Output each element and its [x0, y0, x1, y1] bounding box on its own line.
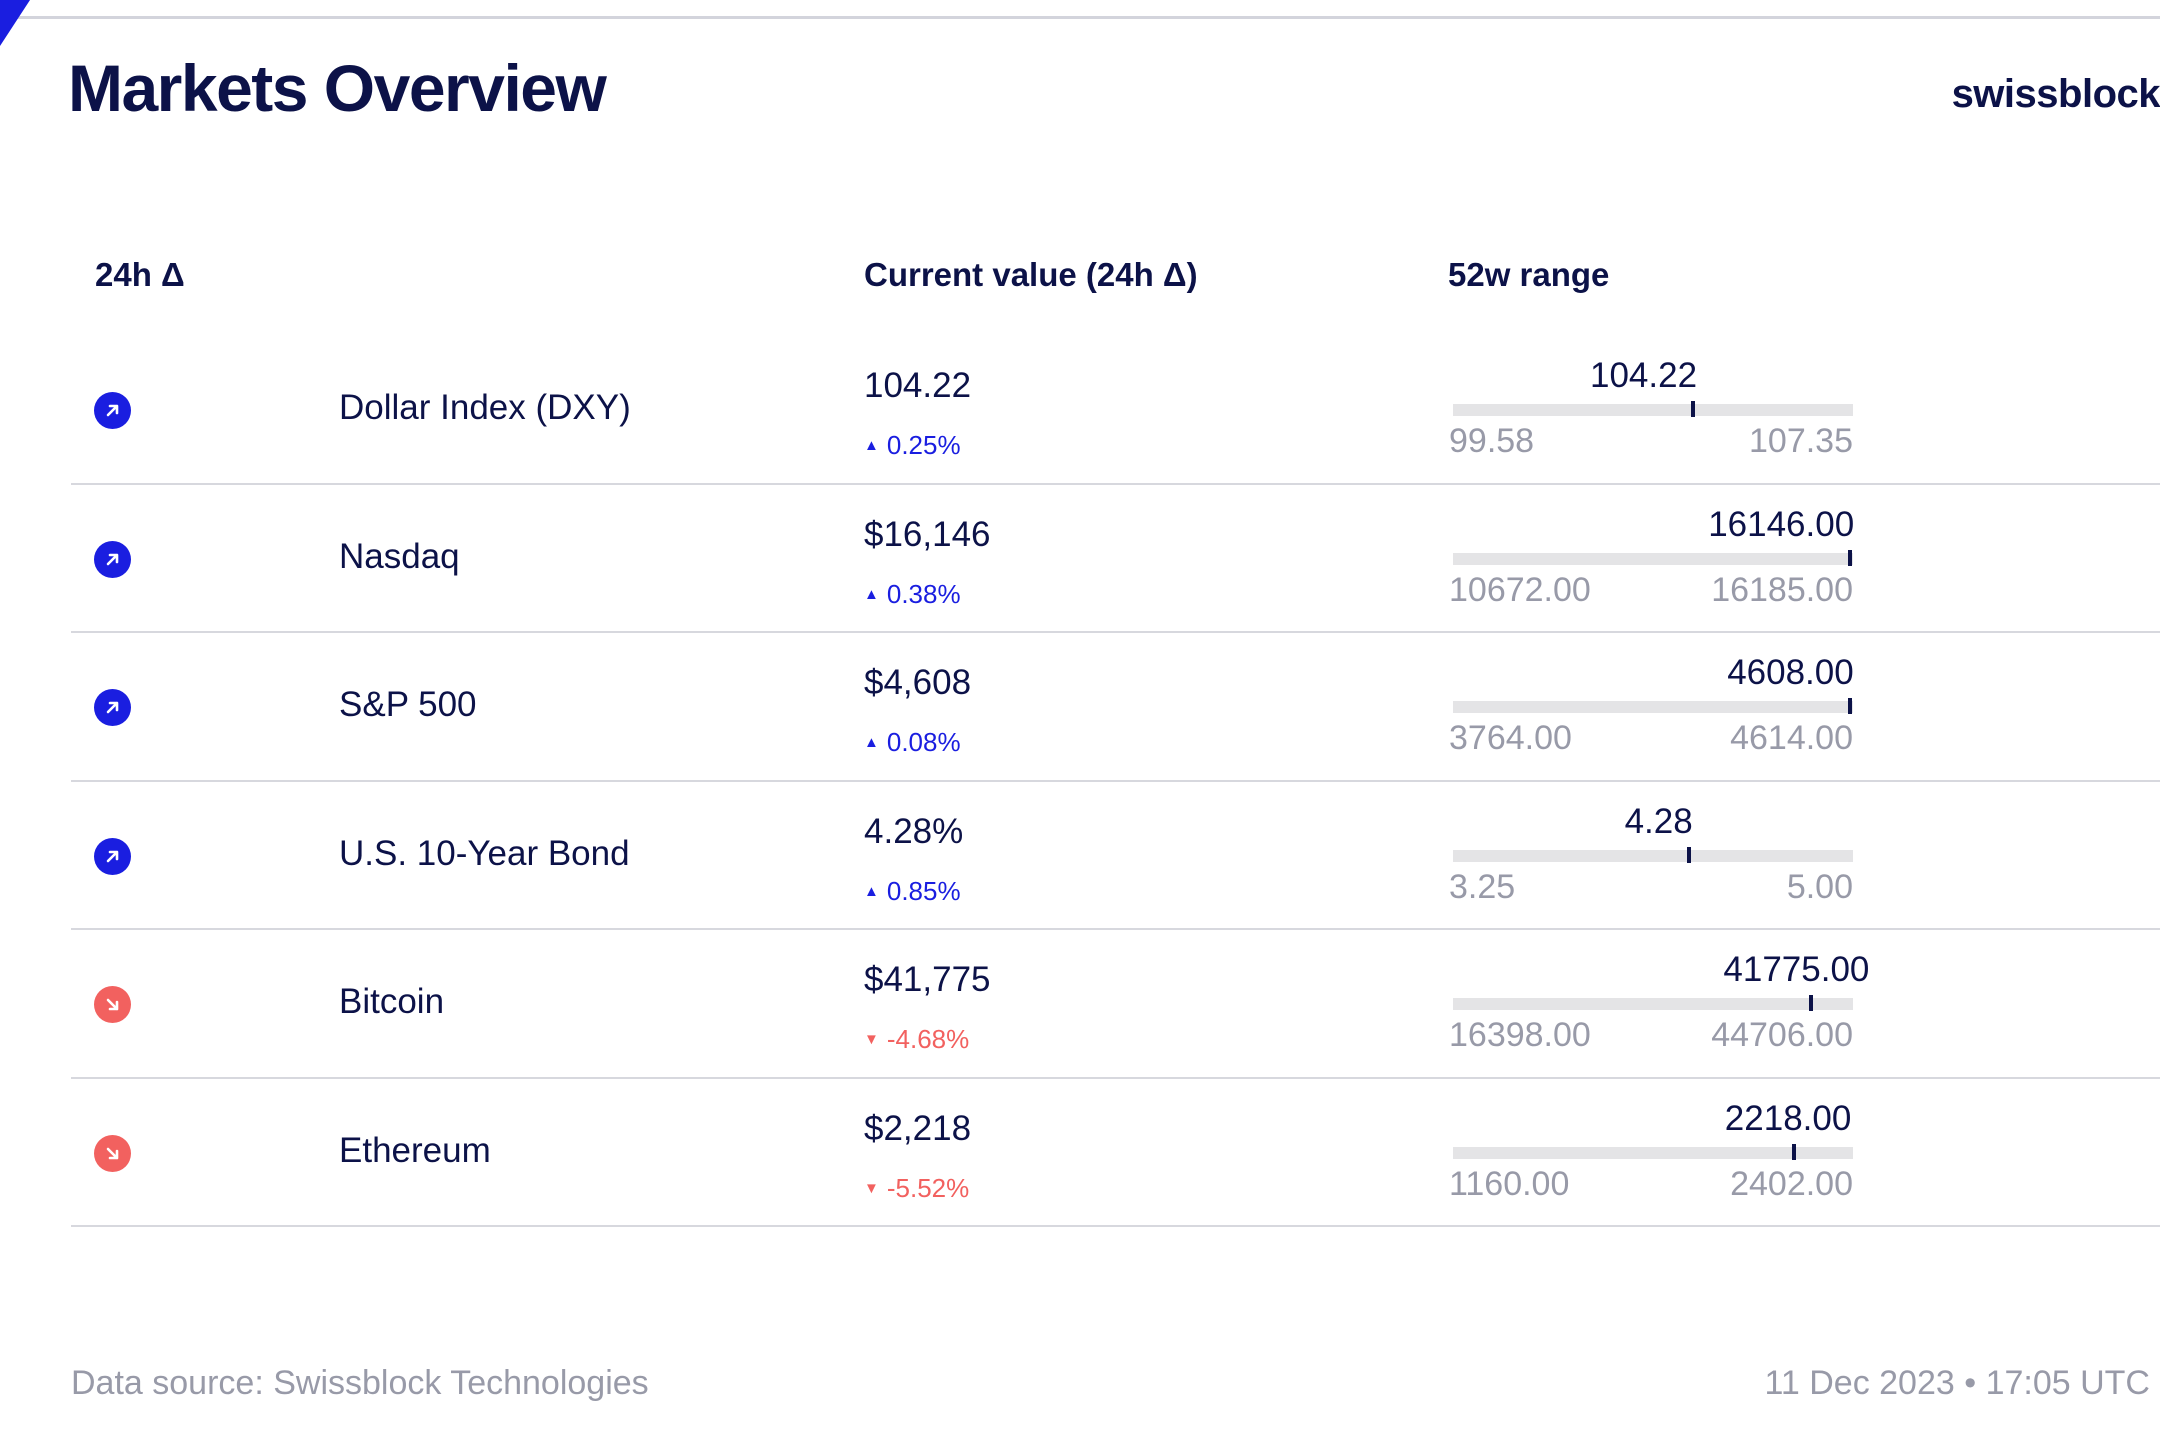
asset-name: U.S. 10-Year Bond	[339, 833, 630, 873]
triangle-down-icon: ▼	[864, 1031, 879, 1048]
range-min: 3.25	[1449, 867, 1516, 906]
markets-table: Dollar Index (DXY) 104.22 ▲ 0.25% 104.22…	[71, 336, 2160, 1227]
range-marker	[1848, 698, 1853, 714]
corner-accent	[0, 0, 30, 46]
table-row: Ethereum $2,218 ▼ -5.52% 2218.00 1160.00…	[71, 1079, 2160, 1227]
column-header-current-value: Current value (24h Δ)	[864, 256, 1198, 293]
current-value: 4.28%	[864, 811, 964, 851]
arrow-down-right-icon	[94, 986, 131, 1023]
change-percent: ▼ -4.68%	[864, 1024, 969, 1055]
change-percent: ▲ 0.85%	[864, 876, 961, 907]
range-bar	[1453, 846, 1853, 863]
range-min: 1160.00	[1449, 1164, 1570, 1203]
range-current-value: 4.28	[1624, 801, 1693, 841]
range-marker	[1686, 846, 1691, 863]
arrow-up-right-icon	[94, 689, 131, 726]
arrow-down-right-icon	[94, 1134, 131, 1172]
range-max: 2402.00	[1730, 1164, 1853, 1203]
change-value: 0.38%	[886, 578, 961, 609]
range-current-value: 16146.00	[1708, 504, 1855, 544]
change-percent: ▲ 0.38%	[864, 579, 961, 610]
range-bar	[1453, 995, 1853, 1011]
change-value: 0.85%	[886, 875, 961, 906]
range-marker	[1791, 1143, 1796, 1160]
data-source: Data source: Swissblock Technologies	[71, 1364, 649, 1402]
table-row: U.S. 10-Year Bond 4.28% ▲ 0.85% 4.28 3.2…	[71, 782, 2160, 930]
current-value: $41,775	[864, 960, 991, 999]
range-bar	[1453, 549, 1853, 566]
current-value: $4,608	[864, 663, 972, 702]
change-value: 0.08%	[886, 727, 961, 757]
page-title: Markets Overview	[68, 51, 607, 125]
range-min: 16398.00	[1449, 1016, 1591, 1054]
current-value: $16,146	[864, 514, 991, 554]
range-max: 5.00	[1786, 867, 1853, 906]
arrow-up-right-icon	[94, 540, 131, 578]
asset-name: Ethereum	[339, 1130, 491, 1170]
change-percent: ▼ -5.52%	[864, 1173, 969, 1204]
range-max: 16185.00	[1711, 570, 1853, 609]
change-value: -5.52%	[886, 1172, 970, 1203]
triangle-up-icon: ▲	[864, 734, 879, 751]
column-header-52w-range: 52w range	[1448, 256, 1610, 293]
table-row: Bitcoin $41,775 ▼ -4.68% 41775.00 16398.…	[71, 930, 2160, 1079]
triangle-up-icon: ▲	[864, 437, 879, 454]
range-bar	[1453, 1143, 1853, 1160]
asset-name: Nasdaq	[339, 536, 460, 576]
range-current-value: 41775.00	[1723, 950, 1870, 989]
table-row: Dollar Index (DXY) 104.22 ▲ 0.25% 104.22…	[71, 336, 2160, 485]
triangle-up-icon: ▲	[864, 882, 879, 900]
range-max: 44706.00	[1711, 1016, 1853, 1054]
table-row: S&P 500 $4,608 ▲ 0.08% 4608.00 3764.00 4…	[71, 633, 2160, 782]
current-value: $2,218	[864, 1108, 972, 1148]
brand-logo: swissblock	[1951, 72, 2160, 116]
range-current-value: 104.22	[1590, 356, 1698, 395]
asset-name: S&P 500	[339, 685, 477, 724]
range-min: 99.58	[1449, 422, 1535, 460]
range-bar	[1453, 698, 1853, 714]
current-value: 104.22	[864, 366, 972, 405]
range-max: 4614.00	[1730, 719, 1853, 757]
range-current-value: 4608.00	[1727, 653, 1854, 692]
top-divider	[0, 16, 2160, 19]
change-percent: ▲ 0.25%	[864, 430, 961, 461]
change-value: -4.68%	[886, 1024, 970, 1054]
asset-name: Dollar Index (DXY)	[339, 388, 631, 427]
range-bar	[1453, 401, 1853, 417]
range-min: 10672.00	[1449, 570, 1591, 609]
table-row: Nasdaq $16,146 ▲ 0.38% 16146.00 10672.00…	[71, 485, 2160, 633]
change-percent: ▲ 0.08%	[864, 727, 961, 758]
range-current-value: 2218.00	[1724, 1098, 1852, 1138]
range-marker	[1809, 995, 1814, 1011]
triangle-up-icon: ▲	[864, 585, 879, 603]
asset-name: Bitcoin	[339, 982, 445, 1021]
arrow-up-right-icon	[94, 392, 131, 429]
triangle-down-icon: ▼	[864, 1179, 879, 1197]
timestamp: 11 Dec 2023 • 17:05 UTC	[1764, 1364, 2151, 1402]
column-header-delta: 24h Δ	[95, 256, 185, 293]
range-min: 3764.00	[1449, 719, 1572, 757]
range-marker	[1691, 401, 1695, 417]
change-value: 0.25%	[886, 430, 961, 460]
arrow-up-right-icon	[94, 837, 131, 875]
range-max: 107.35	[1749, 422, 1853, 460]
range-marker	[1848, 549, 1853, 566]
